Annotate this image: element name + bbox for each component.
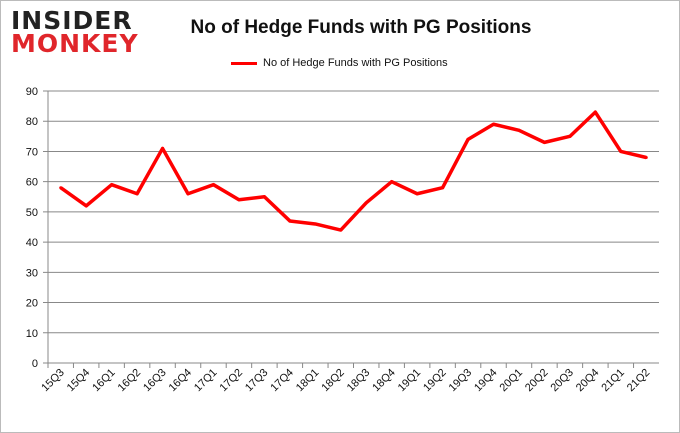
legend: No of Hedge Funds with PG Positions [231, 57, 448, 69]
data-point [364, 201, 368, 205]
data-point [110, 183, 114, 187]
y-tick-label: 40 [26, 237, 38, 249]
data-point [262, 195, 266, 199]
x-tick-label: 20Q1 [498, 367, 526, 395]
x-tick-label: 19Q4 [472, 367, 500, 395]
logo-line2: MONKEY [11, 29, 139, 58]
y-tick-label: 20 [26, 298, 38, 310]
data-point [186, 192, 190, 196]
x-tick-label: 21Q1 [599, 367, 627, 395]
data-point [59, 186, 63, 190]
x-tick-label: 15Q4 [65, 367, 93, 395]
data-point [161, 146, 165, 150]
legend-label: No of Hedge Funds with PG Positions [263, 57, 448, 69]
y-tick-label: 70 [26, 146, 38, 158]
x-tick-label: 19Q1 [396, 367, 424, 395]
data-point [466, 137, 470, 141]
y-tick-label: 80 [26, 116, 38, 128]
x-tick-label: 21Q2 [625, 367, 653, 395]
data-point [568, 134, 572, 138]
x-tick-label: 17Q4 [268, 367, 296, 395]
data-point [593, 110, 597, 114]
x-tick-label: 16Q4 [167, 367, 195, 395]
data-point [313, 222, 317, 226]
x-tick-label: 16Q1 [90, 367, 118, 395]
x-tick-label: 18Q2 [319, 367, 347, 395]
y-tick-label: 60 [26, 177, 38, 189]
data-point [135, 192, 139, 196]
x-tick-label: 17Q2 [218, 367, 246, 395]
x-tick-label: 19Q2 [421, 367, 449, 395]
y-tick-label: 0 [32, 358, 38, 370]
series-line [59, 110, 647, 232]
y-tick-label: 30 [26, 267, 38, 279]
data-point [441, 186, 445, 190]
data-point [211, 183, 215, 187]
chart-title: No of Hedge Funds with PG Positions [190, 17, 532, 38]
data-point [288, 219, 292, 223]
x-tick-label: 18Q1 [294, 367, 322, 395]
legend-swatch [231, 61, 257, 65]
data-point [542, 140, 546, 144]
data-point [517, 128, 521, 132]
data-point [339, 228, 343, 232]
insider-monkey-logo: INSIDER MONKEY [11, 6, 139, 58]
data-point [390, 180, 394, 184]
x-tick-label: 20Q2 [523, 367, 551, 395]
x-tick-label: 16Q3 [141, 367, 169, 395]
x-tick-label: 16Q2 [116, 367, 144, 395]
data-point [619, 149, 623, 153]
x-tick-label: 20Q4 [574, 367, 602, 395]
data-point [644, 155, 648, 159]
y-tick-label: 10 [26, 328, 38, 340]
x-tick-label: 20Q3 [548, 367, 576, 395]
data-point [415, 192, 419, 196]
x-tick-label: 15Q3 [39, 367, 67, 395]
x-tick-label: 17Q3 [243, 367, 271, 395]
x-tick-label: 17Q1 [192, 367, 220, 395]
data-point [84, 204, 88, 208]
x-tick-label: 18Q4 [370, 367, 398, 395]
x-tick-label: 18Q3 [345, 367, 373, 395]
y-tick-label: 90 [26, 86, 38, 98]
y-tick-label: 50 [26, 207, 38, 219]
logo-line1: INSIDER [11, 6, 133, 35]
data-point [237, 198, 241, 202]
data-point [492, 122, 496, 126]
x-tick-label: 19Q3 [447, 367, 475, 395]
